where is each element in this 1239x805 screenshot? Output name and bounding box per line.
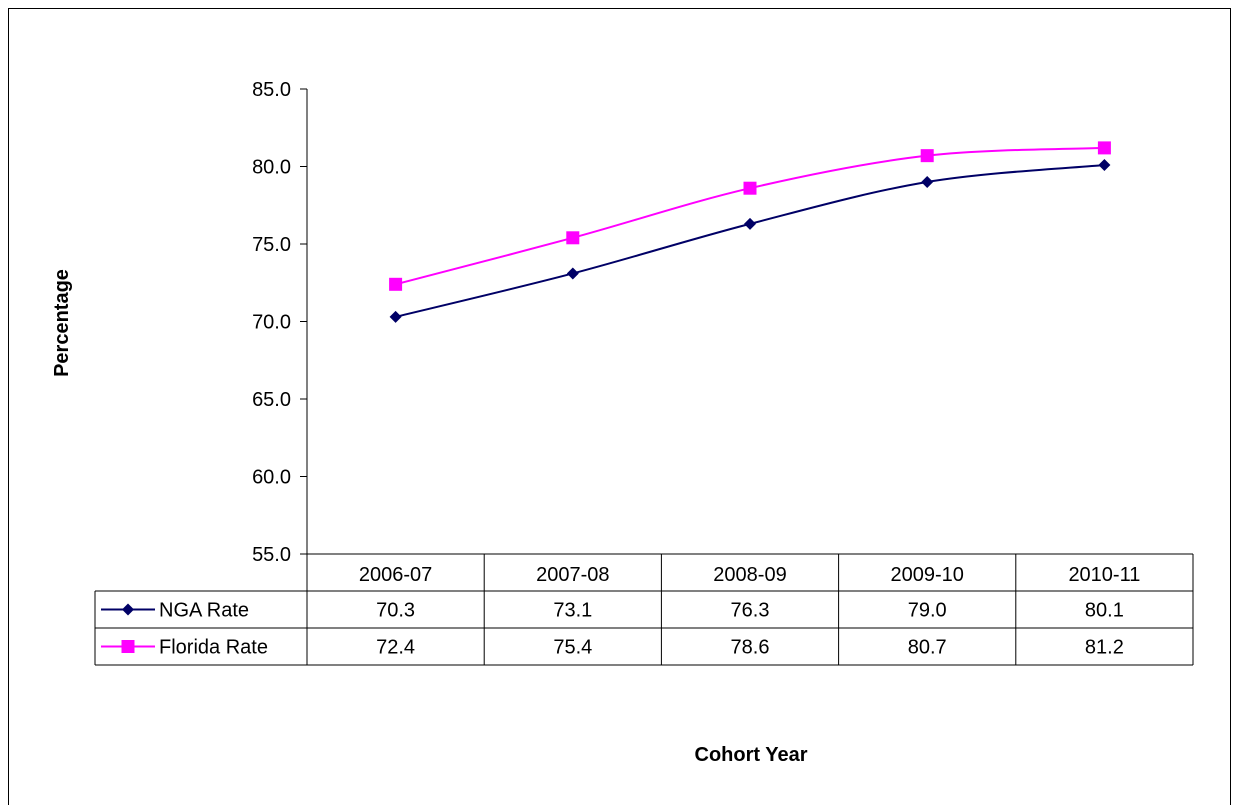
data-label: 70.3 [376,600,415,622]
data-label: 73.1 [553,600,592,622]
data-point-florida [743,181,757,195]
data-label: 81.2 [1085,637,1124,659]
data-point-nga [921,176,934,188]
y-axis-ticks: 85.0 80.0 75.0 70.0 65.0 60.0 55.0 [252,79,308,566]
chart-frame [8,8,1231,805]
data-point-nga [566,267,579,280]
data-label: 76.3 [731,600,770,622]
y-tick-label: 55.0 [252,544,291,566]
y-tick-label: 70.0 [252,312,291,334]
legend-label: NGA Rate [159,600,249,622]
series-lines [389,141,1111,323]
legend-label: Florida Rate [159,637,268,659]
data-point-nga [389,310,402,323]
x-tick-label: 2008-09 [713,564,786,586]
y-axis-title: Percentage [51,269,73,377]
legend-key-marker [121,640,135,653]
y-tick-label: 65.0 [252,389,291,411]
data-label: 80.7 [908,637,947,659]
x-tick-label: 2006-07 [359,564,432,586]
data-table: 2006-07 2007-08 2008-09 2009-10 2010-11 NGA R… [94,553,1194,666]
data-point-nga [744,217,756,230]
data-point-nga [1098,158,1111,171]
y-tick-label: 85.0 [252,79,291,101]
x-tick-label: 2010-11 [1068,564,1140,586]
data-label: 75.4 [553,637,592,659]
data-label: 80.1 [1085,600,1124,622]
data-point-florida [566,231,580,245]
data-label: 72.4 [376,637,415,659]
data-label: 79.0 [908,600,947,622]
data-point-florida [389,277,403,291]
y-tick-label: 80.0 [252,157,291,179]
series-line-florida [395,146,1105,286]
x-tick-label: 2009-10 [890,564,963,586]
x-tick-label: 2007-08 [536,564,609,586]
data-point-florida [920,149,934,163]
legend-key-marker [122,603,134,616]
y-tick-label: 60.0 [252,467,291,489]
data-label: 78.6 [731,637,770,659]
y-tick-label: 75.0 [252,234,291,256]
x-axis-title: Cohort Year [695,744,808,766]
data-point-florida [1097,141,1111,155]
